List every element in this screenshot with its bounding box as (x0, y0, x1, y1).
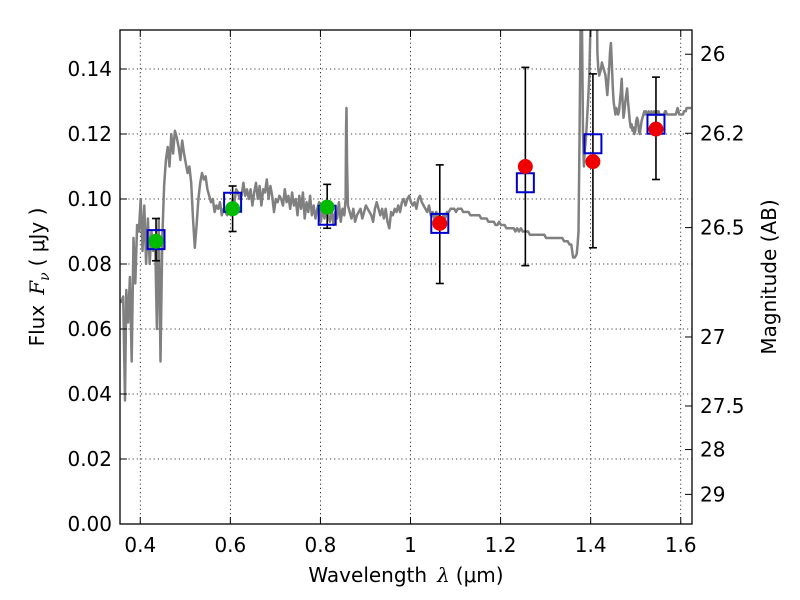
y2-tick-label: 26.5 (700, 216, 745, 240)
y2-axis-title: Magnitude (AB) (757, 199, 781, 354)
model-photometry-square (146, 229, 166, 251)
observed-flux-points (148, 121, 664, 249)
x-tick-label: 0.6 (214, 533, 246, 557)
plot-area (120, 30, 692, 402)
y2-tick-label: 27.5 (700, 394, 745, 418)
x-tick-label: 1.4 (575, 533, 607, 557)
y2-tick-label: 26 (700, 42, 725, 66)
plot-frame (119, 29, 693, 525)
y-tick-label: 0.08 (67, 252, 112, 276)
observed-flux-point (319, 199, 335, 215)
observed-flux-point (517, 159, 533, 174)
axis-ticks: 0.4 0.6 0.8 1 1.2 1.4 1.6 0.00 0.02 0.04 0.06 0.08 0… (67, 30, 745, 557)
observed-flux-point (432, 215, 448, 231)
y-tick-label: 0.00 (67, 512, 112, 536)
x-tick-label: 1.2 (485, 533, 517, 557)
model-photometry-square (430, 212, 450, 234)
model-photometry-square (583, 133, 603, 155)
y2-tick-label: 29 (700, 482, 725, 506)
observed-flux-point (148, 233, 164, 249)
x-axis-lambda: λ (436, 563, 450, 587)
x-axis-label-prefix: Wavelength (308, 563, 427, 587)
y2-tick-label: 27 (700, 325, 725, 349)
y-tick-label: 0.06 (67, 317, 112, 341)
y-tick-label: 0.14 (67, 57, 112, 81)
y-axis-nu: ν (37, 272, 53, 281)
y-axis-label-prefix: Flux (25, 305, 49, 347)
y-axis-f: F (25, 280, 49, 296)
y2-tick-label: 28 (700, 438, 725, 462)
observed-flux-point (648, 121, 664, 137)
y-tick-label: 0.12 (67, 122, 112, 146)
model-spectrum-line (120, 30, 692, 402)
observed-flux-point (585, 154, 601, 170)
x-tick-label: 1.6 (665, 533, 697, 557)
y-axis-title: Flux Fν ( μJy ) (25, 208, 53, 347)
y-tick-label: 0.10 (67, 187, 112, 211)
x-tick-label: 0.8 (305, 533, 337, 557)
y-tick-label: 0.04 (67, 382, 112, 406)
x-axis-unit: (μm) (456, 563, 504, 587)
y-axis-unit: ( μJy ) (25, 208, 49, 267)
x-tick-label: 0.4 (124, 533, 156, 557)
x-axis-title: Wavelength λ (μm) (308, 563, 503, 587)
observed-flux-point (225, 201, 241, 217)
y2-tick-label: 26.2 (700, 121, 745, 145)
y-tick-label: 0.02 (67, 447, 112, 471)
x-tick-label: 1 (404, 533, 417, 557)
